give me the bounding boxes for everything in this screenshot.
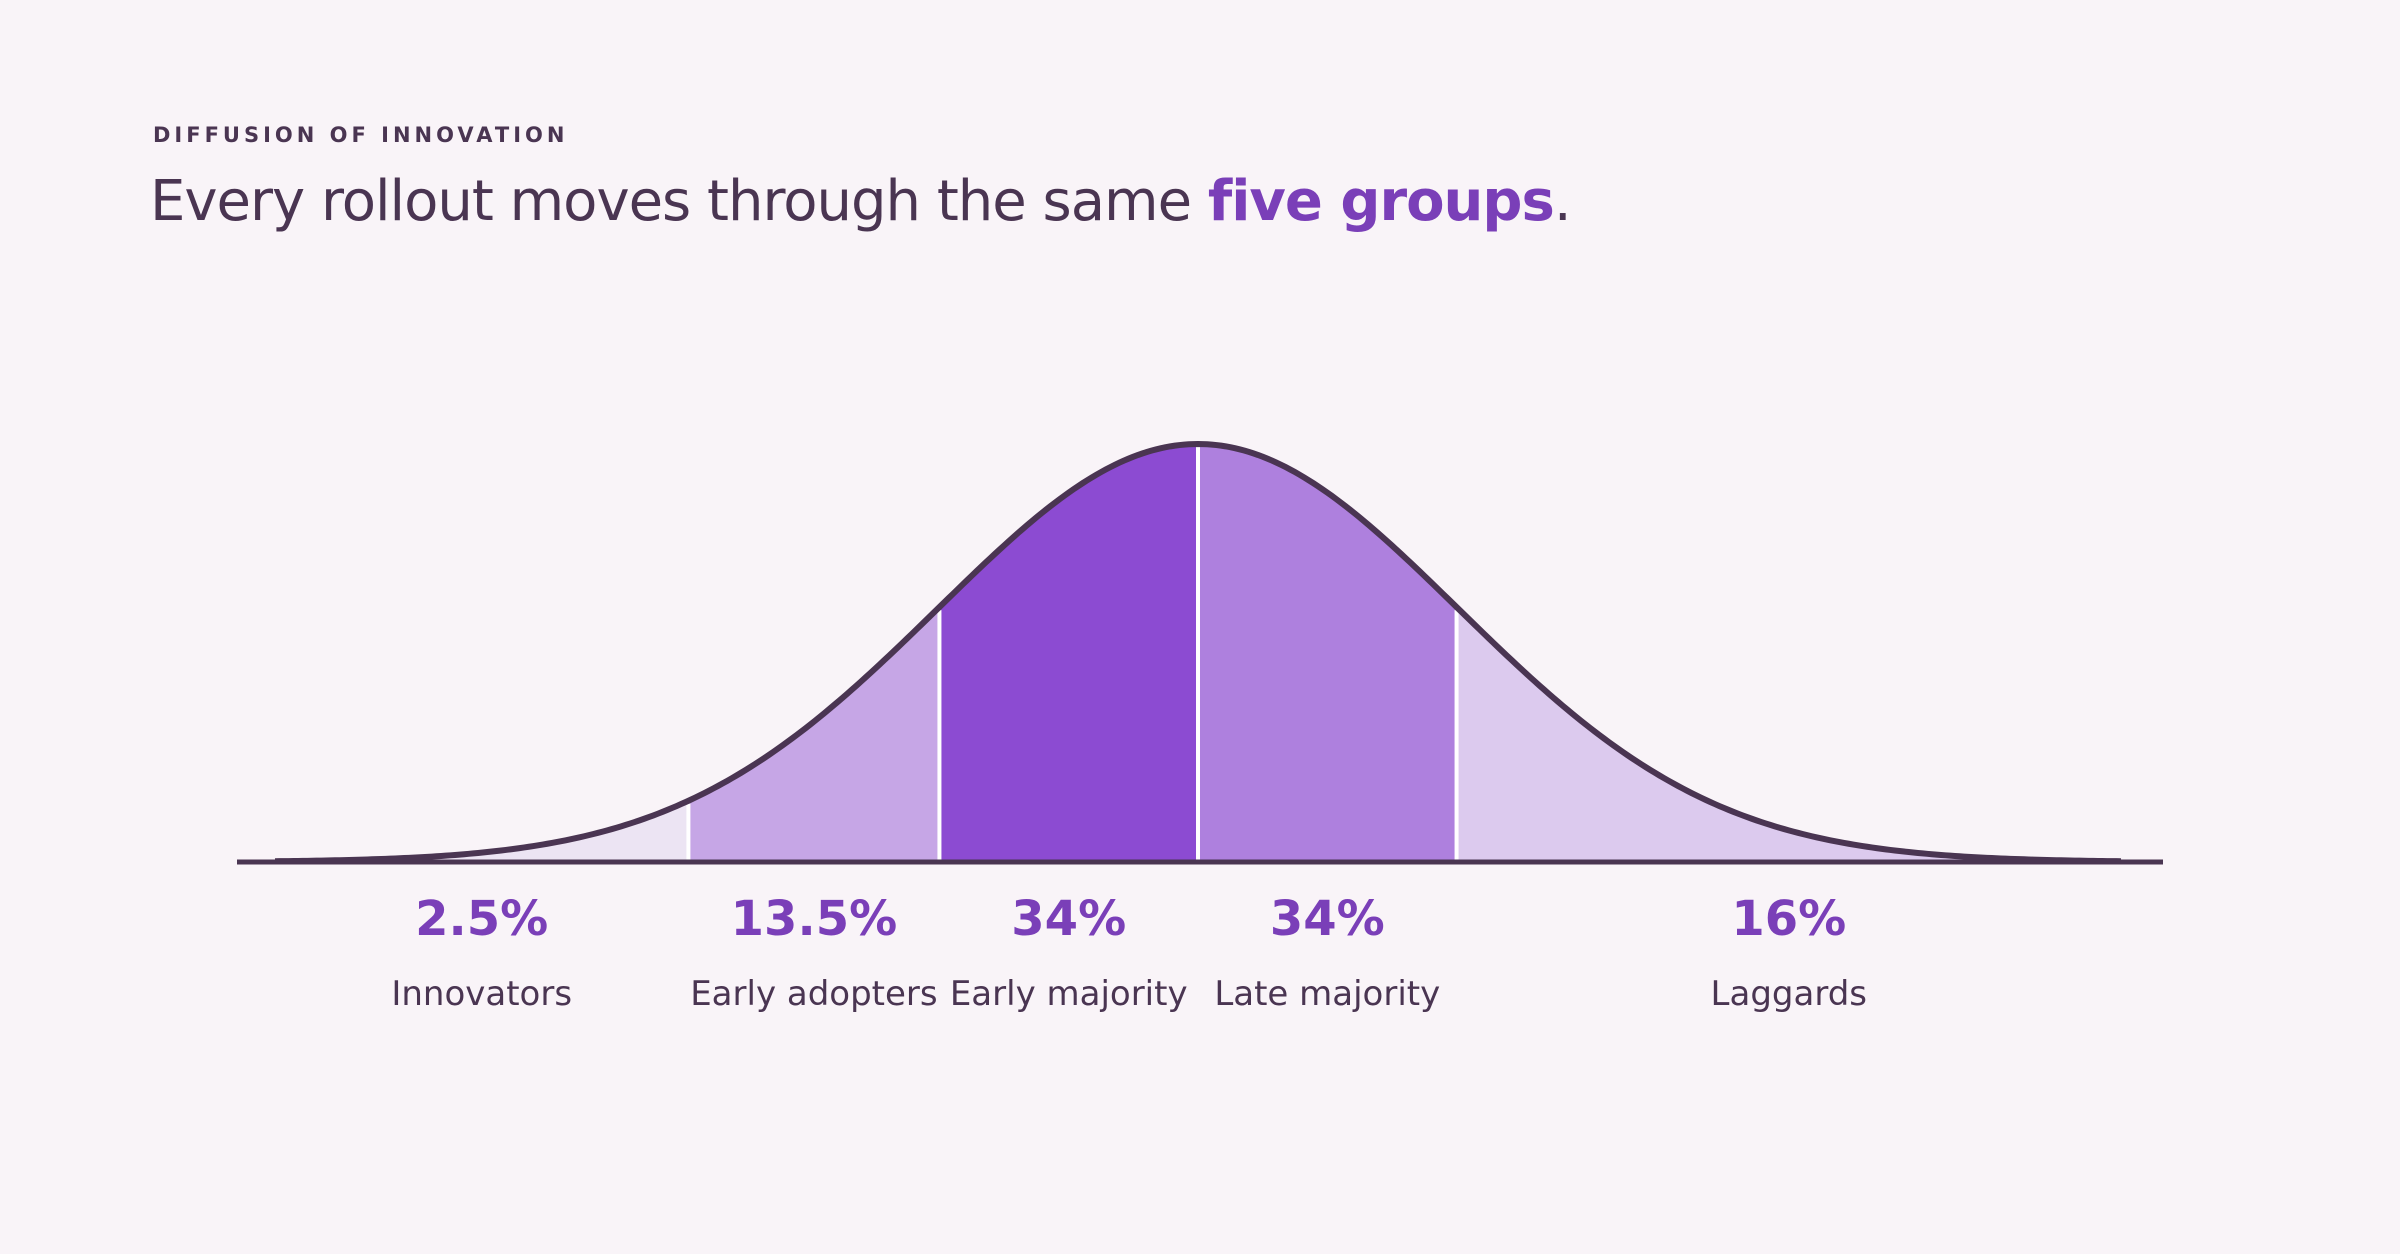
headline-text: Every rollout moves through the same [150,169,1208,234]
segment [275,800,689,862]
segment [939,444,1198,862]
value-label: 13.5% [731,891,898,947]
category-label: Early majority [950,974,1188,1014]
headline-highlight: five groups [1208,169,1554,234]
category-label: Laggards [1711,974,1867,1014]
plot: 2.5% Innovators 13.5% Early adopters 34% Earl… [237,441,2163,1014]
category-label: Innovators [391,974,572,1014]
value-label: 16% [1731,891,1846,947]
segment [1456,607,2121,862]
category-label: Early adopters [690,974,937,1014]
segment [1198,444,1457,862]
headline: Every rollout moves through the same fiv… [150,169,1571,234]
category-label: Late majority [1214,974,1440,1014]
value-label: 34% [1270,891,1385,947]
curve [274,441,2122,865]
headline-suffix: . [1554,169,1571,234]
kicker: DIFFUSION OF INNOVATION [153,123,568,147]
value-label: 34% [1011,891,1126,947]
value-label: 2.5% [415,891,548,947]
